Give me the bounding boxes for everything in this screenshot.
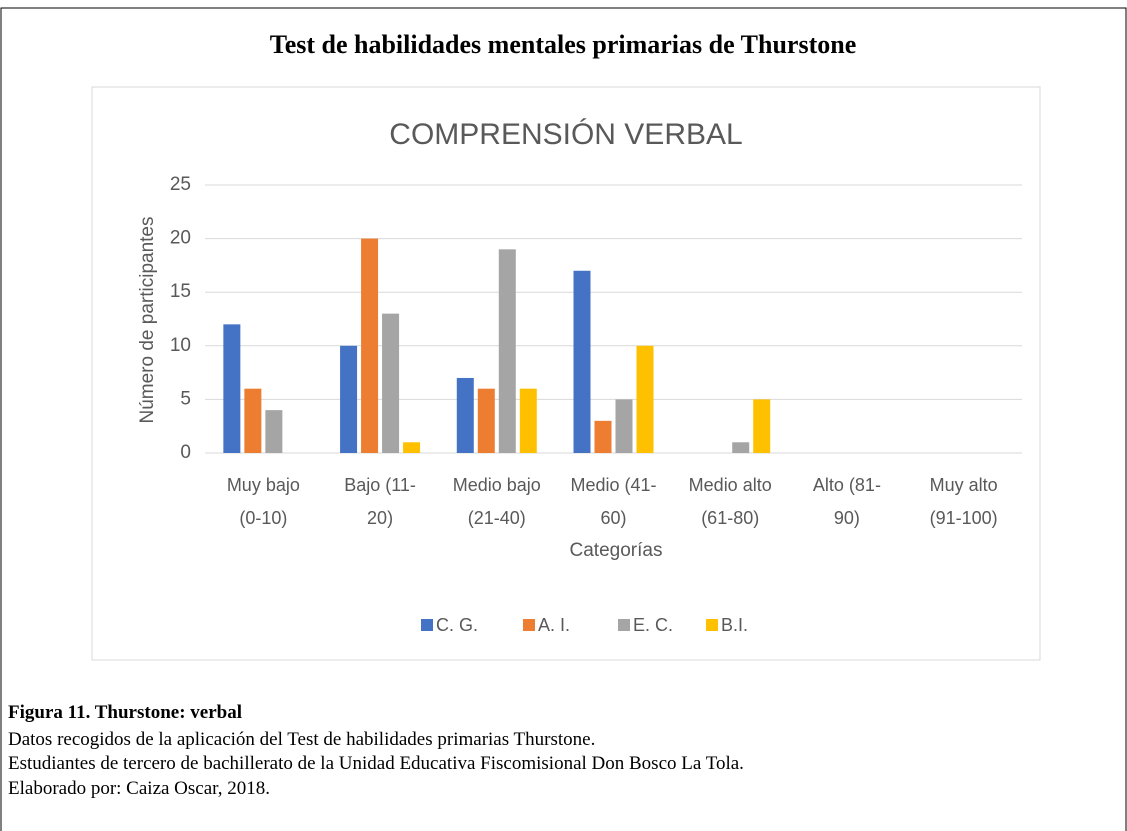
y-tick-label: 10 — [170, 335, 191, 356]
x-tick-label: Alto (81- 90) — [812, 475, 881, 528]
bar — [223, 324, 241, 453]
legend-label: B.I. — [721, 615, 748, 635]
legend-swatch — [618, 619, 630, 631]
bar — [361, 238, 379, 453]
chart-title: COMPRENSIÓN VERBAL — [389, 118, 742, 151]
caption-line: Datos recogidos de la aplicación del Tes… — [8, 729, 596, 750]
bar — [615, 399, 633, 453]
bar — [244, 388, 262, 453]
y-axis-title: Número de participantes — [137, 217, 158, 424]
bar — [265, 410, 283, 453]
legend-swatch — [523, 619, 535, 631]
bar — [594, 420, 612, 453]
bar — [753, 399, 771, 453]
x-tick-label: Medio bajo (21-40) — [452, 475, 541, 528]
bar — [498, 249, 516, 453]
bar — [636, 345, 654, 453]
bar — [340, 345, 358, 453]
bar — [732, 442, 750, 453]
x-tick-label: Muy bajo (0-10) — [226, 475, 300, 528]
x-axis-title: Categorías — [570, 540, 663, 561]
bar — [477, 388, 495, 453]
legend-label: E. C. — [633, 615, 673, 635]
x-tick-label: Muy alto (91-100) — [929, 475, 998, 528]
bar — [519, 388, 537, 453]
caption-line: Estudiantes de tercero de bachillerato d… — [8, 753, 744, 774]
caption-title: Figura 11. Thurstone: verbal — [8, 702, 242, 723]
legend-swatch — [706, 619, 718, 631]
x-tick-label: Medio (41- 60) — [570, 475, 657, 528]
y-tick-label: 20 — [170, 228, 191, 249]
x-tick-label: Medio alto (61-80) — [688, 475, 772, 528]
caption-line: Elaborado por: Caiza Oscar, 2018. — [8, 778, 270, 799]
bar — [403, 442, 421, 453]
x-tick-label: Bajo (11- 20) — [344, 475, 416, 528]
y-tick-label: 0 — [180, 442, 191, 463]
legend-label: C. G. — [436, 615, 478, 635]
bar — [456, 377, 474, 453]
y-tick-label: 15 — [170, 281, 191, 302]
bar — [573, 270, 591, 453]
y-tick-label: 25 — [170, 174, 191, 195]
legend-swatch — [421, 619, 433, 631]
chart-box — [91, 86, 1041, 661]
figure-title: Test de habilidades mentales primarias d… — [270, 30, 857, 59]
frame — [0, 7, 1127, 831]
legend-label: A. I. — [538, 615, 570, 635]
y-tick-label: 5 — [180, 388, 191, 409]
bar — [382, 313, 400, 453]
